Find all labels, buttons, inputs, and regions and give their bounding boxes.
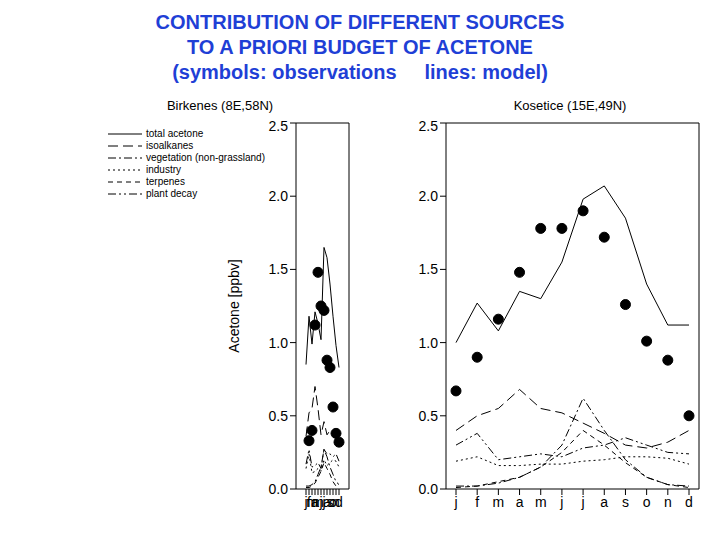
html-text:CONTRIBUTION OF DIFFERENT SOUR: CONTRIBUTION OF DIFFERENT SOURCES — [155, 11, 565, 33]
svg-text:o: o — [643, 494, 651, 510]
html-text:plant decay: plant decay — [146, 188, 198, 199]
html-text:industry: industry — [146, 164, 181, 175]
svg-text:2.5: 2.5 — [419, 118, 439, 134]
svg-text:2.0: 2.0 — [269, 188, 289, 204]
svg-text:m: m — [535, 494, 547, 510]
svg-text:f: f — [475, 494, 479, 510]
svg-text:j: j — [453, 494, 457, 510]
svg-text:d: d — [685, 494, 693, 510]
html-text:terpenes: terpenes — [146, 176, 185, 187]
svg-text:2.5: 2.5 — [269, 118, 289, 134]
svg-text:m: m — [493, 494, 505, 510]
svg-text:1.5: 1.5 — [419, 261, 439, 277]
svg-text:Acetone [ppbv]: Acetone [ppbv] — [226, 259, 242, 352]
html-text:j j: j j — [319, 493, 326, 510]
svg-text:1.5: 1.5 — [269, 261, 289, 277]
svg-text:j: j — [559, 494, 563, 510]
svg-text:a: a — [516, 494, 524, 510]
svg-text:1.0: 1.0 — [419, 335, 439, 351]
html-text:total acetone: total acetone — [146, 128, 204, 139]
svg-text:n: n — [664, 494, 672, 510]
html-text:isoalkanes: isoalkanes — [146, 140, 194, 151]
svg-text:0.5: 0.5 — [269, 408, 289, 424]
html-text:j f: j f — [304, 493, 311, 510]
svg-text:2.0: 2.0 — [419, 188, 439, 204]
svg-text:1.0: 1.0 — [269, 335, 289, 351]
html-text:Birkenes (8E,58N): Birkenes (8E,58N) — [166, 98, 274, 113]
html-text:(symbols: observations lines:: (symbols: observations lines: model) — [172, 61, 548, 83]
html-text:Kosetice (15E,49N): Kosetice (15E,49N) — [513, 98, 627, 113]
svg-text:0.5: 0.5 — [419, 408, 439, 424]
svg-text:j: j — [581, 494, 585, 510]
svg-text:d: d — [335, 494, 343, 510]
html-text:vegetation (non-grassland): vegetation (non-grassland) — [146, 152, 265, 163]
html-text:TO A PRIORI BUDGET OF ACETONE: TO A PRIORI BUDGET OF ACETONE — [187, 36, 533, 58]
svg-text:0.0: 0.0 — [419, 481, 439, 497]
svg-text:s: s — [622, 494, 629, 510]
svg-text:a: a — [600, 494, 608, 510]
svg-text:0.0: 0.0 — [269, 481, 289, 497]
